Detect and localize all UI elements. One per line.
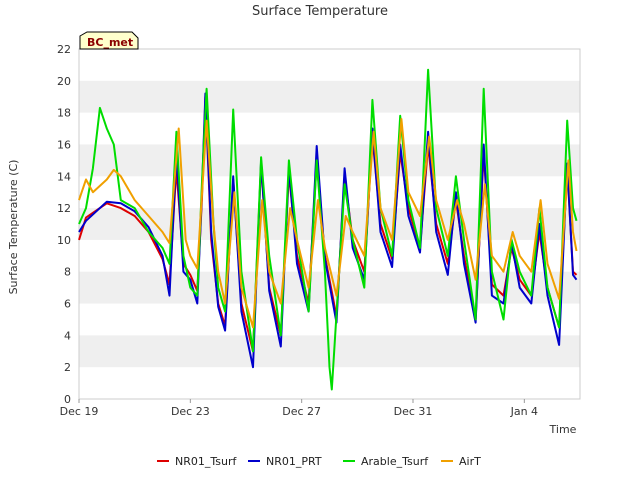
series-lines xyxy=(78,68,578,391)
x-tick-label: Dec 31 xyxy=(394,405,433,418)
series-line-nr01-prt xyxy=(78,92,578,369)
x-tick-label: Dec 19 xyxy=(60,405,99,418)
y-axis-ticks: 0 2 4 6 8 10 12 14 16 18 20 22 xyxy=(57,43,71,406)
legend-label: NR01_Tsurf xyxy=(175,455,237,468)
station-badge-box xyxy=(79,31,139,50)
series-line-airt xyxy=(78,118,578,329)
x-tick-label: Dec 23 xyxy=(171,405,210,418)
legend-label: NR01_PRT xyxy=(266,455,322,468)
x-tick-label: Dec 27 xyxy=(282,405,321,418)
x-axis-ticks: Dec 19 Dec 23 Dec 27 Dec 31 Jan 4 xyxy=(60,399,538,418)
legend-label: AirT xyxy=(459,455,481,468)
chart-title: Surface Temperature xyxy=(252,4,388,19)
y-tick-label: 16 xyxy=(57,138,71,151)
y-tick-label: 0 xyxy=(64,393,71,406)
x-tick-label: Jan 4 xyxy=(510,405,538,418)
grid-band xyxy=(79,208,580,240)
y-tick-label: 12 xyxy=(57,202,71,215)
grid-band xyxy=(79,80,580,113)
y-tick-label: 10 xyxy=(57,234,71,247)
station-badge: BC_met xyxy=(79,31,139,50)
y-tick-label: 4 xyxy=(64,329,71,342)
y-tick-label: 14 xyxy=(57,170,71,183)
x-axis-label: Time xyxy=(549,423,577,436)
y-tick-label: 18 xyxy=(57,107,71,120)
y-tick-label: 2 xyxy=(64,361,71,374)
station-badge-label: BC_met xyxy=(87,36,133,49)
y-tick-label: 22 xyxy=(57,43,71,56)
legend-label: Arable_Tsurf xyxy=(361,455,429,468)
y-tick-label: 8 xyxy=(64,266,71,279)
y-tick-label: 20 xyxy=(57,75,71,88)
grid-band xyxy=(79,144,580,177)
y-axis-label: Surface Temperature (C) xyxy=(7,160,20,295)
y-tick-label: 6 xyxy=(64,298,71,311)
legend: NR01_Tsurf NR01_PRT Arable_Tsurf AirT xyxy=(157,455,481,468)
grid-bands xyxy=(79,80,580,368)
